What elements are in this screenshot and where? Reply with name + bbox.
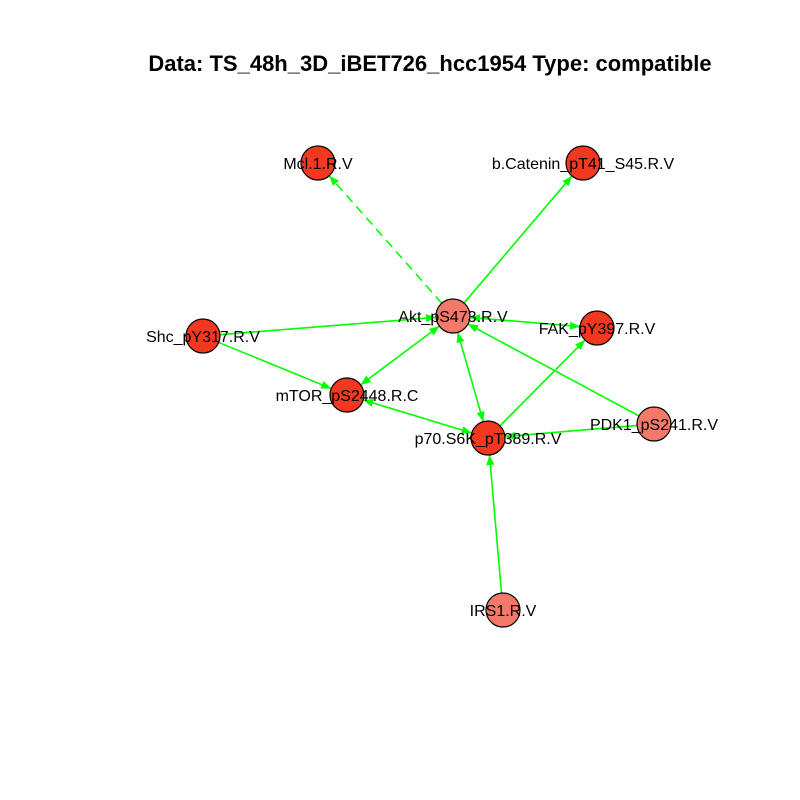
node-pdk1 [636, 406, 672, 442]
edge-line [467, 323, 640, 417]
edge-akt-bcat [463, 175, 573, 304]
edge-irs1-p70 [486, 454, 503, 594]
arrowhead-icon [575, 340, 586, 350]
node-label-fak: FAK_pY397.R.V [539, 321, 656, 338]
diagram-title: Data: TS_48h_3D_iBET726_hcc1954 Type: co… [148, 51, 711, 76]
node-label-pdk1: PDK1_pS241.R.V [590, 417, 718, 434]
edge-p70-fak [499, 339, 586, 427]
edge-akt-mcl1 [328, 175, 443, 304]
edge-akt-fak [469, 314, 581, 330]
edge-line [218, 341, 332, 390]
arrowhead-icon [425, 314, 437, 323]
arrowhead-icon [461, 426, 472, 434]
edge-akt-p70 [456, 332, 485, 422]
edge-line [219, 316, 437, 336]
node-label-irs1: IRS1.R.V [470, 603, 537, 620]
arrowhead-icon [467, 324, 479, 333]
edge-layer [218, 175, 640, 594]
node-akt [435, 298, 471, 334]
arrowhead-icon [363, 399, 374, 407]
edge-line [499, 339, 586, 427]
node-mtor [329, 377, 365, 413]
node-shc [185, 318, 221, 354]
arrowhead-icon [456, 332, 465, 344]
node-mcl1 [300, 145, 336, 181]
edge-pdk1-akt [467, 323, 640, 417]
edge-line [363, 399, 472, 434]
node-label-akt: Akt_pS473.R.V [398, 309, 508, 326]
edge-shc-mtor [218, 341, 332, 390]
node-irs1 [485, 592, 521, 628]
edge-shc-akt [219, 314, 437, 336]
arrowhead-icon [486, 454, 495, 466]
node-label-bcat: b.Catenin_pT41_S45.R.V [492, 156, 675, 173]
node-label-p70: p70.S6K_pT389.R.V [415, 431, 562, 448]
edge-pdk1-p70 [504, 424, 638, 440]
arrowhead-icon [504, 431, 516, 440]
arrowhead-icon [329, 175, 339, 186]
arrowhead-icon [428, 326, 440, 336]
edge-akt-mtor [360, 325, 440, 386]
edge-p70-mtor [363, 399, 472, 434]
arrowhead-icon [476, 410, 485, 422]
edge-line [456, 332, 485, 422]
node-bcat [565, 145, 601, 181]
edge-line [504, 424, 638, 438]
arrowhead-icon [469, 314, 481, 323]
arrowhead-icon [562, 175, 572, 187]
node-p70 [470, 420, 506, 456]
arrowhead-icon [360, 375, 372, 385]
edge-line [360, 325, 440, 386]
edge-line [488, 454, 503, 594]
edge-line [463, 175, 573, 304]
node-label-mcl1: Mcl.1.R.V [283, 156, 353, 173]
node-label-shc: Shc_pY317.R.V [146, 329, 260, 346]
node-label-mtor: mTOR_pS2448.R.C [276, 388, 419, 405]
node-fak [579, 310, 615, 346]
arrowhead-icon [569, 321, 581, 330]
edge-line [328, 175, 443, 304]
label-layer: Mcl.1.R.V b.Catenin_pT41_S45.R.V Akt_pS473… [146, 156, 718, 620]
node-layer [185, 145, 672, 628]
edge-line [469, 316, 581, 328]
arrowhead-icon [320, 381, 332, 389]
